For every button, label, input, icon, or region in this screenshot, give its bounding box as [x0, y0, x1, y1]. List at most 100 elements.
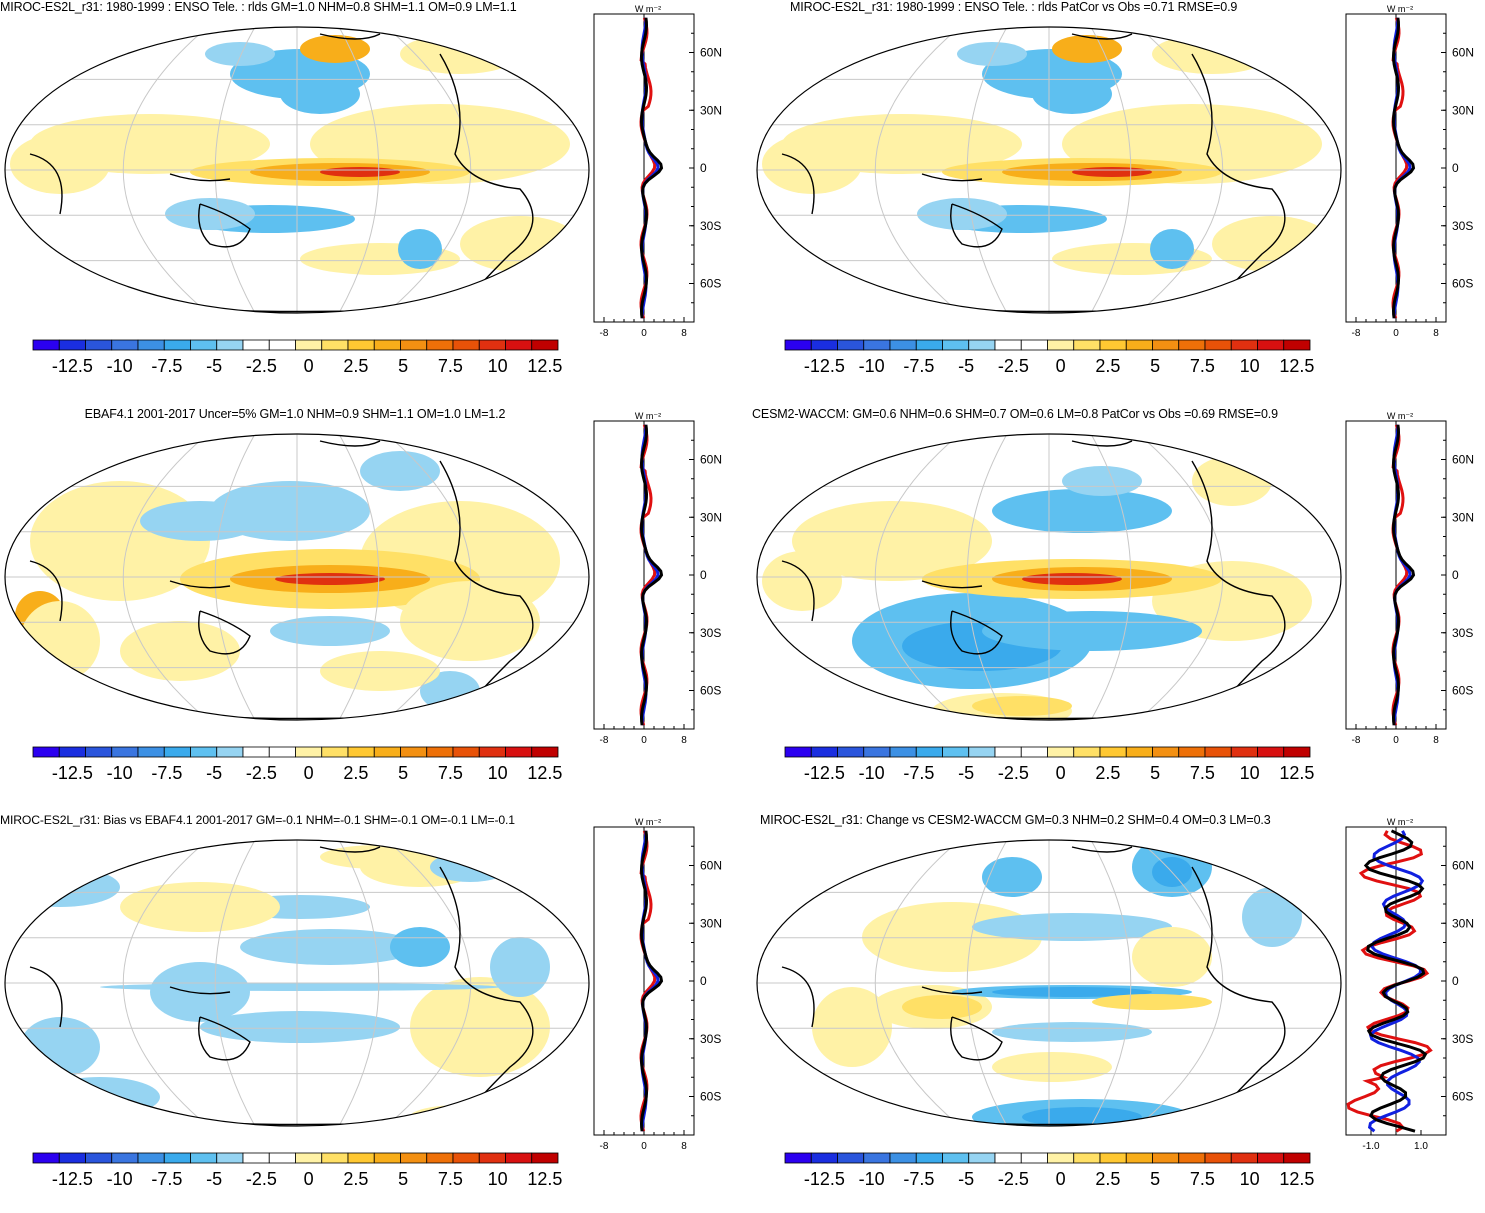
robinson-map — [756, 839, 1342, 1127]
colorbar-swatch — [1257, 339, 1285, 351]
colorbar-swatch — [1020, 1152, 1048, 1164]
colorbar-swatch — [1047, 339, 1075, 351]
colorbar-label: 2.5 — [343, 1169, 368, 1189]
colorbar-swatch — [863, 339, 891, 351]
colorbar-label: 7.5 — [1190, 763, 1215, 783]
colorbar-swatch — [784, 339, 812, 351]
colorbar-swatch — [373, 746, 401, 758]
lat-tick-label: 30S — [700, 219, 721, 233]
colorbar-swatch — [400, 1152, 428, 1164]
colorbar-label: -7.5 — [151, 763, 182, 783]
colorbar-swatch — [85, 1152, 113, 1164]
colorbar-swatch — [478, 746, 506, 758]
colorbar-label: -12.5 — [804, 356, 845, 376]
colorbar-label: 2.5 — [1095, 1169, 1120, 1189]
lat-tick-label: 30S — [700, 1032, 721, 1046]
lat-tick-label: 60N — [1452, 859, 1474, 873]
colorbar-swatch — [242, 746, 270, 758]
colorbar-swatch — [1178, 339, 1206, 351]
lat-tick-label: 30N — [1452, 510, 1474, 524]
colorbar-swatch — [58, 339, 86, 351]
colorbar-label: -5 — [206, 763, 222, 783]
lat-tick-label: 30N — [1452, 103, 1474, 117]
colorbar-swatch — [1073, 1152, 1101, 1164]
colorbar-swatch — [111, 339, 139, 351]
colorbar-swatch — [784, 1152, 812, 1164]
lat-tick-label: 0 — [700, 161, 707, 175]
colorbar-label: 0 — [1056, 356, 1066, 376]
x-tick-label: -8 — [1352, 735, 1361, 746]
x-tick-label: 0 — [641, 735, 647, 746]
colorbar-swatch — [994, 339, 1022, 351]
colorbar-label: 5 — [1150, 1169, 1160, 1189]
colorbar-label: -2.5 — [998, 763, 1029, 783]
colorbar-swatch — [1257, 746, 1285, 758]
colorbar-label: -2.5 — [246, 1169, 277, 1189]
lat-tick-label: 60N — [1452, 453, 1474, 467]
x-tick-label: 1.0 — [1414, 1141, 1428, 1152]
colorbar-swatch — [32, 1152, 60, 1164]
colorbar-swatch — [85, 746, 113, 758]
panel-title: MIROC-ES2L_r31: 1980-1999 : ENSO Tele. :… — [0, 0, 517, 14]
colorbar-label: 7.5 — [438, 1169, 463, 1189]
colorbar-label: -10 — [859, 763, 885, 783]
colorbar-swatch — [1178, 746, 1206, 758]
colorbar-swatch — [810, 1152, 838, 1164]
colorbar-swatch — [452, 746, 480, 758]
colorbar-swatch — [889, 746, 917, 758]
colorbar-label: -10 — [859, 356, 885, 376]
colorbar-label: 12.5 — [1279, 1169, 1314, 1189]
colorbar-swatch — [190, 1152, 218, 1164]
colorbar-swatch — [1099, 746, 1127, 758]
colorbar-swatch — [1073, 746, 1101, 758]
colorbar-swatch — [1020, 746, 1048, 758]
colorbar-label: -12.5 — [52, 356, 93, 376]
colorbar-label: 0 — [1056, 763, 1066, 783]
colorbar-swatch — [505, 746, 533, 758]
x-tick-label: 0 — [641, 1141, 647, 1152]
colorbar-swatch — [1125, 1152, 1153, 1164]
zonal-mean-profile: W m⁻² 60N 30N 0 30S 60S -8 0 8 — [593, 411, 722, 746]
colorbar-swatch — [321, 1152, 349, 1164]
colorbar-label: -12.5 — [52, 1169, 93, 1189]
colorbar-swatch — [994, 1152, 1022, 1164]
lat-tick-label: 30S — [1452, 1032, 1473, 1046]
colorbar-swatch — [968, 339, 996, 351]
lat-tick-label: 60N — [700, 859, 722, 873]
colorbar-swatch — [505, 1152, 533, 1164]
colorbar-swatch — [810, 339, 838, 351]
colorbar-label: -12.5 — [804, 1169, 845, 1189]
panel-obs-ebaf: EBAF4.1 2001-2017 Uncer=5% GM=1.0 NHM=0.… — [0, 407, 742, 807]
x-tick-label: 0 — [1393, 328, 1399, 339]
colorbar-swatch — [1047, 1152, 1075, 1164]
colorbar-swatch — [347, 339, 375, 351]
colorbar: -12.5 -10 -7.5 -5 -2.5 0 2.5 5 7.5 10 12.5 — [784, 339, 1314, 376]
colorbar-swatch — [58, 1152, 86, 1164]
colorbar-swatch — [1125, 746, 1153, 758]
colorbar-label: 7.5 — [1190, 1169, 1215, 1189]
colorbar-swatch — [58, 746, 86, 758]
x-tick-label: -1.0 — [1362, 1141, 1380, 1152]
colorbar-swatch — [216, 746, 244, 758]
colorbar-swatch — [531, 1152, 559, 1164]
panel-title: CESM2-WACCM: GM=0.6 NHM=0.6 SHM=0.7 OM=0… — [752, 407, 1278, 421]
colorbar-label: 2.5 — [1095, 763, 1120, 783]
x-tick-label: -8 — [600, 735, 609, 746]
colorbar-swatch — [400, 746, 428, 758]
colorbar-swatch — [478, 1152, 506, 1164]
colorbar-swatch — [1152, 1152, 1180, 1164]
colorbar-swatch — [915, 1152, 943, 1164]
colorbar-label: 12.5 — [1279, 356, 1314, 376]
zonal-mean-profile: W m⁻² 60N 30N 0 30S 60S -1.0 1.0 — [1345, 817, 1474, 1152]
colorbar-label: -2.5 — [246, 763, 277, 783]
colorbar-swatch — [1204, 339, 1232, 351]
panel-change-vs-cesm2: MIROC-ES2L_r31: Change vs CESM2-WACCM GM… — [752, 813, 1485, 1213]
colorbar-swatch — [426, 339, 454, 351]
colorbar-swatch — [137, 339, 165, 351]
colorbar-swatch — [85, 339, 113, 351]
colorbar-label: -7.5 — [903, 1169, 934, 1189]
colorbar-swatch — [942, 339, 970, 351]
profile-units: W m⁻² — [635, 411, 661, 421]
colorbar-label: 5 — [1150, 356, 1160, 376]
colorbar-swatch — [268, 746, 296, 758]
